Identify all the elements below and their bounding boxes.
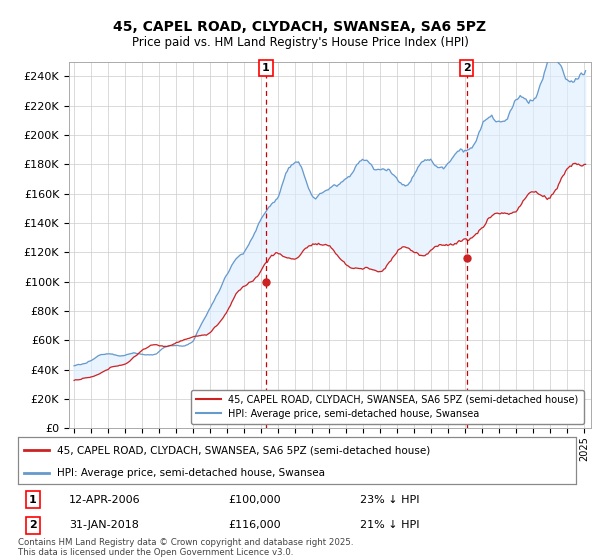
Text: 1: 1 bbox=[262, 63, 270, 73]
Text: £100,000: £100,000 bbox=[228, 494, 281, 505]
Text: HPI: Average price, semi-detached house, Swansea: HPI: Average price, semi-detached house,… bbox=[57, 468, 325, 478]
Text: 45, CAPEL ROAD, CLYDACH, SWANSEA, SA6 5PZ: 45, CAPEL ROAD, CLYDACH, SWANSEA, SA6 5P… bbox=[113, 20, 487, 34]
Text: Contains HM Land Registry data © Crown copyright and database right 2025.
This d: Contains HM Land Registry data © Crown c… bbox=[18, 538, 353, 557]
Legend: 45, CAPEL ROAD, CLYDACH, SWANSEA, SA6 5PZ (semi-detached house), HPI: Average pr: 45, CAPEL ROAD, CLYDACH, SWANSEA, SA6 5P… bbox=[191, 390, 584, 423]
Text: Price paid vs. HM Land Registry's House Price Index (HPI): Price paid vs. HM Land Registry's House … bbox=[131, 36, 469, 49]
Text: 1: 1 bbox=[29, 494, 37, 505]
Text: 12-APR-2006: 12-APR-2006 bbox=[69, 494, 140, 505]
Text: 45, CAPEL ROAD, CLYDACH, SWANSEA, SA6 5PZ (semi-detached house): 45, CAPEL ROAD, CLYDACH, SWANSEA, SA6 5P… bbox=[57, 445, 430, 455]
Text: 31-JAN-2018: 31-JAN-2018 bbox=[69, 520, 139, 530]
Text: 2: 2 bbox=[463, 63, 470, 73]
Text: 21% ↓ HPI: 21% ↓ HPI bbox=[360, 520, 419, 530]
Text: £116,000: £116,000 bbox=[228, 520, 281, 530]
Text: 23% ↓ HPI: 23% ↓ HPI bbox=[360, 494, 419, 505]
Text: 2: 2 bbox=[29, 520, 37, 530]
